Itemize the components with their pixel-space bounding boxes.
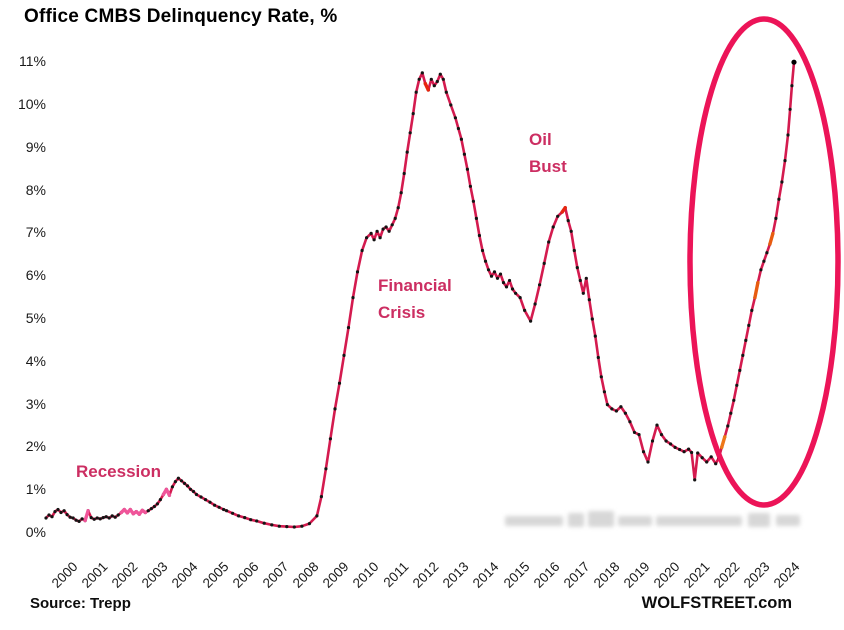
highlight-recession-period-2002-03 (119, 507, 148, 516)
y-tick-4%: 4% (25, 352, 46, 369)
annotation-financial-crisis: Financial Crisis (378, 276, 452, 322)
y-tick-6%: 6% (25, 267, 46, 284)
y-tick-5%: 5% (25, 310, 46, 326)
blurred-watermark-block (618, 516, 652, 526)
y-tick-0%: 0% (25, 524, 46, 540)
blurred-watermark-block (568, 513, 584, 527)
annotation-oil-bust: Oil Bust (529, 130, 567, 176)
y-tick-9%: 9% (25, 138, 46, 155)
blurred-watermark-block (588, 511, 614, 527)
y-tick-7%: 7% (25, 224, 46, 241)
y-tick-1%: 1% (25, 481, 46, 498)
highlight-surge-mark-1 (720, 435, 727, 450)
highlight-financial-crisis-peak-mark-1 (423, 81, 430, 92)
y-tick-8%: 8% (25, 181, 46, 198)
wolfstreet-logo-text: WOLFSTREET.com (641, 594, 792, 612)
y-tick-2%: 2% (25, 438, 46, 455)
source-note: Source: Trepp (30, 595, 131, 612)
latest-data-point (791, 59, 797, 65)
blurred-watermark-block (748, 513, 770, 527)
blurred-watermark-block (776, 515, 800, 526)
y-tick-10%: 10% (17, 96, 46, 112)
y-tick-3%: 3% (25, 395, 46, 412)
highlight-oil-bust-peak-mark (560, 205, 567, 214)
highlight-recession-spike-2004 (161, 487, 172, 497)
blurred-watermark-block (656, 516, 742, 526)
annotation-recession: Recession (76, 462, 162, 481)
surge-circle-annotation (687, 16, 841, 508)
highlight-surge-mark-3 (768, 231, 775, 246)
highlight-recession-spike-2001 (83, 509, 90, 523)
chart-title: Office CMBS Delinquency Rate, % (24, 6, 338, 27)
blurred-watermark-block (505, 516, 563, 526)
highlight-surge-mark-2 (753, 280, 760, 300)
y-tick-11%: 11% (19, 53, 46, 70)
